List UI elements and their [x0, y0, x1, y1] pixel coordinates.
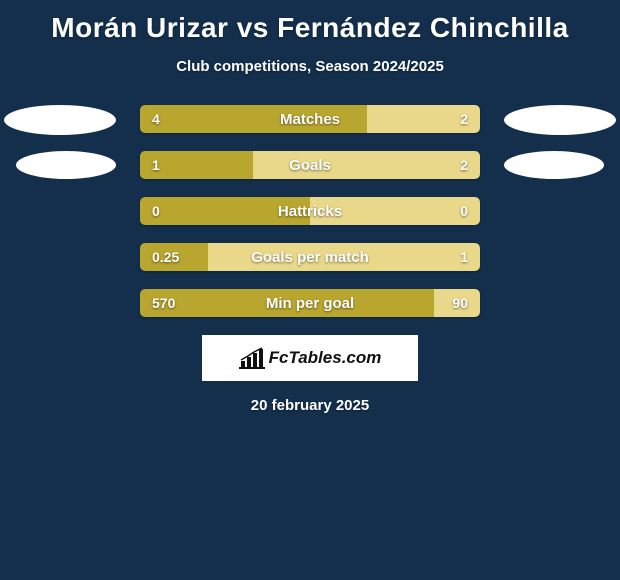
bar-left	[140, 289, 434, 317]
bar-left	[140, 151, 253, 179]
logo-text: FcTables.com	[269, 348, 382, 368]
bar-right	[434, 289, 480, 317]
bar-row-goals-per-match: 0.25 Goals per match 1	[140, 243, 480, 271]
player2-avatar	[504, 105, 616, 135]
bar-right	[310, 197, 480, 225]
fctables-logo[interactable]: FcTables.com	[202, 335, 418, 381]
bar-right	[367, 105, 480, 133]
bars-container: 4 Matches 2 1 Goals 2 0 Hattricks 0 0.25…	[140, 105, 480, 317]
bar-chart-icon	[239, 347, 265, 369]
bar-row-goals: 1 Goals 2	[140, 151, 480, 179]
bar-left	[140, 105, 367, 133]
bar-left	[140, 197, 310, 225]
bar-row-matches: 4 Matches 2	[140, 105, 480, 133]
bar-left	[140, 243, 208, 271]
subtitle: Club competitions, Season 2024/2025	[0, 58, 620, 75]
comparison-chart: 4 Matches 2 1 Goals 2 0 Hattricks 0 0.25…	[0, 105, 620, 414]
player1-avatar	[4, 105, 116, 135]
bar-right	[253, 151, 480, 179]
player1-avatar-shadow	[16, 151, 116, 179]
bar-row-hattricks: 0 Hattricks 0	[140, 197, 480, 225]
page-title: Morán Urizar vs Fernández Chinchilla	[0, 0, 620, 44]
bar-row-min-per-goal: 570 Min per goal 90	[140, 289, 480, 317]
player2-avatar-shadow	[504, 151, 604, 179]
date-label: 20 february 2025	[0, 397, 620, 414]
bar-right	[208, 243, 480, 271]
